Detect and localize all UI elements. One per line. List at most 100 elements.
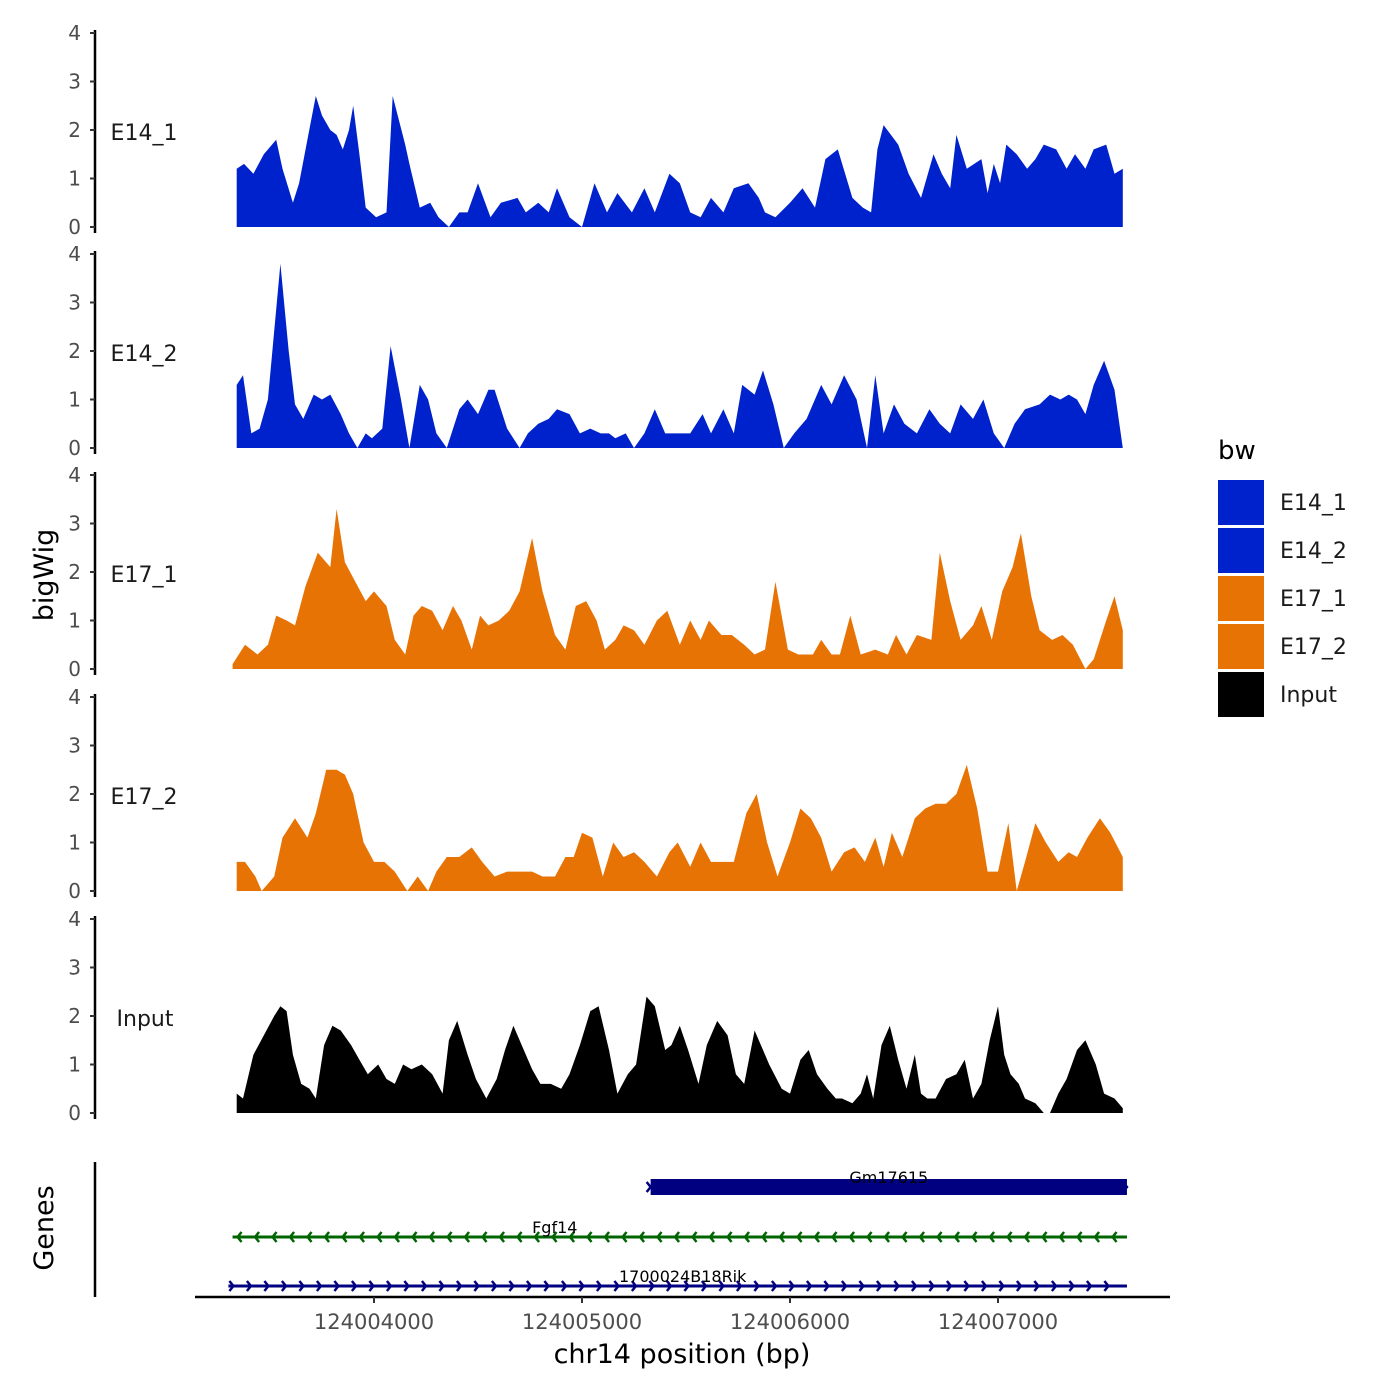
strand-arrow [228,1280,236,1292]
strand-arrow [323,1231,331,1243]
strand-arrow [770,1280,778,1292]
strand-arrow [525,1280,533,1292]
strand-arrow [420,1280,428,1292]
y-tick-label: 3 [68,70,81,94]
strand-arrow [480,1231,488,1243]
track-E14_1: 0 1 2 3 4 E14_1 [68,21,1123,239]
strand-arrow [1058,1231,1066,1243]
strand-arrow [875,1280,883,1292]
strand-arrow [708,1231,716,1243]
strand-arrow [743,1231,751,1243]
strand-arrow [830,1231,838,1243]
legend-label: Input [1280,683,1337,708]
y-tick-label: 2 [68,1004,81,1028]
y-axis-title: bigWig [29,529,60,622]
y-tick-label: 0 [68,879,81,903]
legend-swatch [1218,672,1264,717]
strand-arrow [620,1231,628,1243]
y-tick-label: 2 [68,118,81,142]
strand-arrow [648,1280,656,1292]
track-E14_2: 0 1 2 3 4 E14_2 [68,242,1123,460]
strand-arrow [1110,1231,1118,1243]
strand-arrow [778,1231,786,1243]
strand-arrow [813,1231,821,1243]
strand-arrow [753,1280,761,1292]
strand-arrow [823,1280,831,1292]
strand-arrow [1023,1231,1031,1243]
gene-annotation-track: Gm17615 Fgf14 1700024B18Rik [93,1162,1129,1297]
strand-arrow [368,1280,376,1292]
legend-swatch [1218,576,1264,621]
strand-arrow [1050,1280,1058,1292]
strand-arrow [1015,1280,1023,1292]
strand-arrow [560,1280,568,1292]
signal-area-Input [236,996,1123,1113]
strand-arrow [235,1231,243,1243]
strand-arrow [945,1280,953,1292]
y-tick-label: 1 [68,609,81,633]
strand-arrow [1075,1231,1083,1243]
strand-arrow [550,1231,558,1243]
strand-arrow [358,1231,366,1243]
strand-arrow [403,1280,411,1292]
y-tick-label: 1 [68,167,81,191]
legend-label: E14_2 [1280,539,1347,564]
strand-arrow [690,1231,698,1243]
strand-arrow [865,1231,873,1243]
strand-arrow [333,1280,341,1292]
strand-arrow [508,1280,516,1292]
strand-arrow [655,1231,663,1243]
signal-area-E17_1 [232,509,1123,669]
legend-item-E17_2: E17_2 [1218,624,1347,669]
strand-arrow [928,1280,936,1292]
track-label-E17_2: E17_2 [111,785,178,810]
y-tick-label: 2 [68,339,81,363]
strand-arrow [735,1280,743,1292]
strand-arrow [613,1280,621,1292]
track-E17_2: 0 1 2 3 4 E17_2 [68,685,1123,903]
y-tick-label: 4 [68,685,81,709]
strand-arrow [953,1231,961,1243]
strand-arrow [900,1231,908,1243]
strand-arrow [253,1231,261,1243]
strand-arrow [935,1231,943,1243]
legend-item-E17_1: E17_1 [1218,576,1347,621]
y-tick-label: 0 [68,657,81,681]
strand-arrow [463,1231,471,1243]
strand-arrow [1005,1231,1013,1243]
strand-arrow [393,1231,401,1243]
strand-arrow [918,1231,926,1243]
strand-arrow [858,1280,866,1292]
x-axis: 124004000 124005000 124006000 124007000 [195,1295,1170,1334]
x-tick-label: 124007000 [938,1310,1058,1334]
strand-arrow [603,1231,611,1243]
strand-arrow [498,1231,506,1243]
strand-arrow [805,1280,813,1292]
y-tick-label: 1 [68,388,81,412]
gene-body [650,1179,1127,1195]
strand-arrow [515,1231,523,1243]
y-tick-label: 3 [68,734,81,758]
y-tick-label: 1 [68,1053,81,1077]
x-tick-label: 124004000 [314,1310,434,1334]
strand-arrow [1093,1231,1101,1243]
strand-arrow [288,1231,296,1243]
legend-item-E14_1: E14_1 [1218,480,1347,525]
gene-Fgf14: Fgf14 [232,1218,1127,1243]
strand-arrow [645,1181,653,1193]
strand-arrow [533,1231,541,1243]
strand-arrow [883,1231,891,1243]
strand-arrow [543,1280,551,1292]
strand-arrow [315,1280,323,1292]
legend-item-E14_2: E14_2 [1218,528,1347,573]
legend-item-Input: Input [1218,672,1337,717]
genes-axis-title: Genes [29,1185,60,1270]
strand-arrow [840,1280,848,1292]
strand-arrow [280,1280,288,1292]
legend-swatch [1218,624,1264,669]
strand-arrow [568,1231,576,1243]
legend: bw E14_1 E14_2 E17_1 E17_2 Input [1218,436,1347,717]
y-tick-label: 1 [68,831,81,855]
strand-arrow [1085,1280,1093,1292]
signal-area-E14_2 [236,263,1123,448]
